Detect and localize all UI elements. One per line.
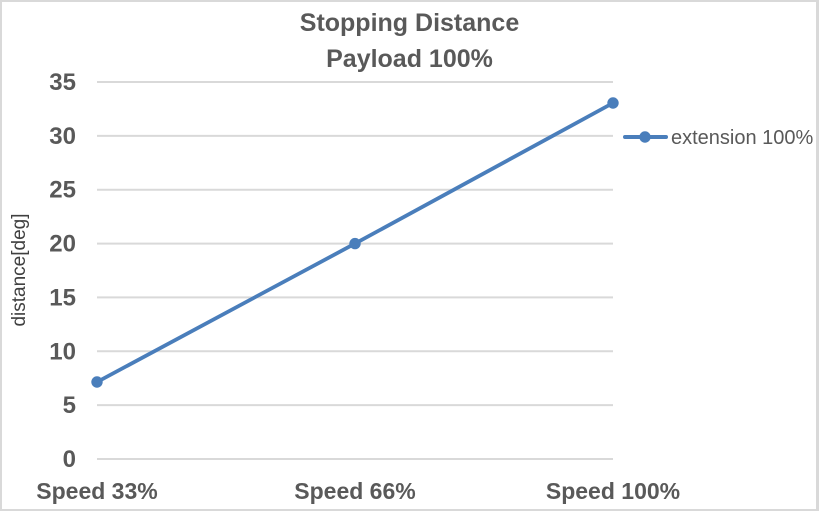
svg-text:Payload 100%: Payload 100% [326, 45, 493, 73]
svg-text:35: 35 [49, 69, 76, 96]
svg-text:Speed 66%: Speed 66% [294, 478, 415, 504]
svg-text:Speed 33%: Speed 33% [36, 478, 157, 504]
svg-text:5: 5 [63, 392, 76, 419]
svg-text:distance[deg]: distance[deg] [9, 213, 30, 326]
svg-text:extension 100%: extension 100% [671, 127, 814, 149]
svg-text:30: 30 [49, 123, 76, 150]
svg-text:20: 20 [49, 231, 76, 258]
svg-text:0: 0 [63, 446, 76, 473]
svg-text:25: 25 [49, 177, 76, 204]
svg-text:Speed 100%: Speed 100% [546, 478, 680, 504]
svg-text:10: 10 [49, 338, 76, 365]
svg-text:Stopping Distance: Stopping Distance [300, 9, 520, 37]
svg-text:15: 15 [49, 284, 76, 311]
